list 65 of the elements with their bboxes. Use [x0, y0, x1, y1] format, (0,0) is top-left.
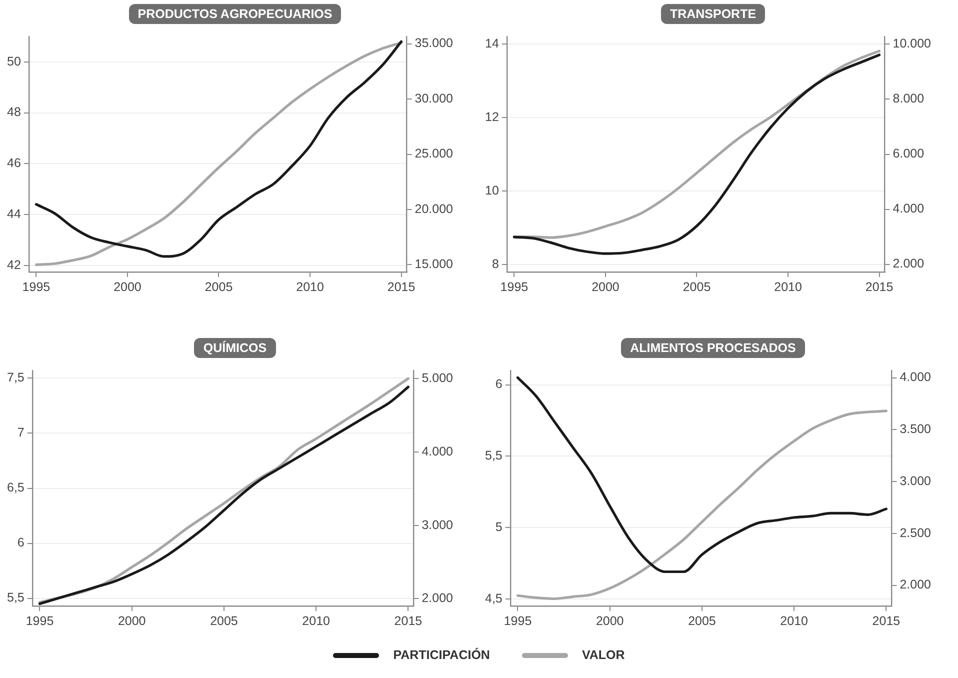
x-tick-label: 2005: [682, 280, 711, 294]
line-series: [516, 410, 888, 600]
y-tick-label: 14: [485, 36, 499, 50]
y2-tick-label: 25.000: [414, 146, 454, 161]
x-tick-label: 1995: [500, 280, 528, 294]
chart-title: ALIMENTOS PROCESADOS: [621, 338, 805, 358]
x-tick-label: 2010: [774, 280, 802, 294]
y-tick-label: 44: [7, 206, 21, 221]
y2-tick-label: 3.000: [900, 474, 932, 488]
y2-tick-label: 8.000: [892, 92, 924, 106]
legend-label: VALOR: [582, 648, 625, 662]
y2-tick-label: 2.000: [422, 591, 454, 606]
y2-tick-label: 20.000: [414, 202, 454, 216]
y-tick-label: 7: [17, 426, 24, 440]
x-tick-label: 2015: [394, 614, 422, 628]
x-tick-label: 2000: [114, 280, 142, 294]
y2-tick-label: 2.500: [900, 526, 932, 540]
y-tick-label: 6,5: [6, 480, 24, 495]
chart-title: TRANSPORTE: [660, 4, 766, 24]
y2-tick-label: 10.000: [892, 36, 932, 51]
y2-tick-label: 3.000: [422, 518, 454, 532]
legend-label: PARTICIPACIÓN: [393, 648, 490, 662]
x-tick-label: 2005: [210, 614, 238, 628]
y2-tick-label: 15.000: [414, 257, 454, 272]
y-tick-label: 4,5: [484, 591, 502, 606]
y2-tick-label: 35.000: [414, 36, 454, 50]
y2-tick-label: 4.000: [422, 444, 454, 458]
x-tick-label: 2000: [592, 280, 620, 294]
y-tick-label: 6: [495, 377, 502, 392]
y2-tick-label: 2.000: [892, 256, 924, 271]
x-tick-label: 1995: [504, 614, 532, 628]
x-tick-label: 2005: [688, 614, 716, 628]
x-tick-label: 2015: [387, 280, 416, 294]
y-tick-label: 46: [7, 156, 21, 170]
x-tick-label: 2015: [872, 614, 900, 628]
y2-tick-label: 4.000: [900, 370, 932, 384]
x-tick-label: 2010: [780, 614, 808, 628]
x-tick-label: 2010: [302, 614, 330, 628]
x-tick-label: 1995: [26, 614, 54, 628]
x-tick-label: 2005: [204, 280, 233, 294]
y-tick-label: 12: [485, 110, 499, 124]
y-tick-label: 5: [495, 520, 502, 534]
x-tick-label: 1995: [22, 280, 50, 294]
y-tick-label: 5,5: [484, 448, 502, 463]
chart-title: QUÍMICOS: [194, 338, 276, 358]
y2-tick-label: 2.000: [900, 578, 932, 592]
y2-tick-label: 6.000: [892, 146, 924, 161]
line-series: [516, 376, 888, 574]
x-tick-label: 2010: [296, 280, 324, 294]
y-tick-label: 7,5: [6, 370, 24, 385]
y-tick-label: 48: [7, 105, 21, 120]
y2-tick-label: 5.000: [422, 371, 454, 386]
y-tick-label: 6: [17, 536, 24, 550]
y-tick-label: 10: [485, 184, 499, 198]
x-tick-label: 2000: [596, 614, 624, 628]
y-tick-label: 8: [492, 257, 499, 272]
x-tick-label: 2000: [118, 614, 146, 628]
y-tick-label: 5,5: [6, 590, 24, 605]
chart-title: PRODUCTOS AGROPECUARIOS: [128, 4, 342, 24]
y-tick-label: 50: [7, 54, 21, 68]
y-tick-label: 42: [7, 258, 21, 272]
y2-tick-label: 3.500: [900, 422, 932, 436]
y2-tick-label: 4.000: [892, 202, 924, 216]
x-tick-label: 2015: [865, 280, 894, 294]
y2-tick-label: 30.000: [414, 91, 454, 106]
